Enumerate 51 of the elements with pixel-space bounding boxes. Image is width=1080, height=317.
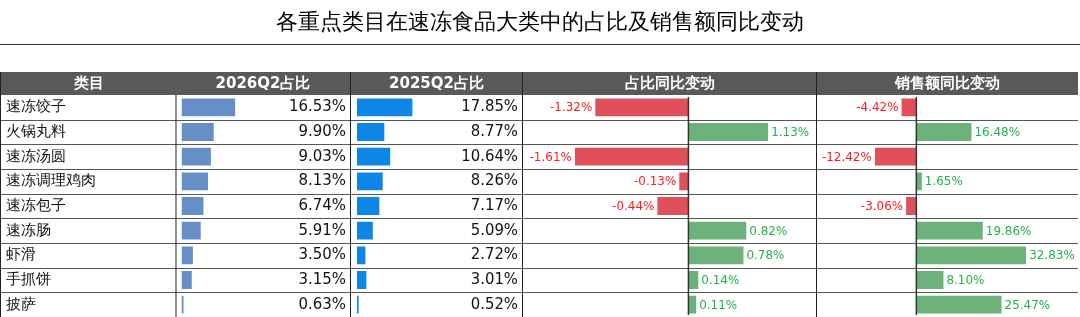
y-tick-label: 速冻包子 (5, 195, 66, 214)
chart-subtitle: 2026Q2占比 (214, 73, 312, 94)
data-label: -4.42% (856, 100, 899, 115)
data-label: 19.86% (985, 223, 1032, 238)
chart-subtitle: 2025Q2占比 (351, 72, 522, 95)
data-label: 7.17% (470, 195, 519, 214)
chart-title: 各重点类目在速冻食品大类中的占比及销售额同比变动 (0, 0, 1080, 45)
data-label: 32.83% (1029, 248, 1075, 263)
data-label: 0.82% (749, 223, 788, 238)
y-tick-label: 虾滑 (5, 245, 36, 264)
data-label: 6.74% (298, 195, 347, 214)
data-label: 8.77% (470, 121, 519, 140)
data-label: -1.32% (550, 100, 593, 115)
chart-subtitle: 占比同比变动 (523, 72, 816, 95)
data-label: 1.65% (924, 174, 963, 189)
data-label: 0.14% (701, 273, 740, 288)
data-label: 25.47% (1004, 297, 1051, 312)
data-label: 3.15% (298, 269, 347, 288)
data-label: 8.13% (298, 171, 347, 190)
data-label: 8.10% (946, 273, 985, 288)
data-label: 5.09% (470, 220, 519, 239)
data-label: 0.63% (298, 294, 347, 313)
chart-subtitle: 销售额同比变动 (817, 72, 1078, 95)
y-tick-label: 披萨 (5, 294, 36, 313)
data-label: 16.53% (289, 97, 347, 116)
data-label: 10.64% (461, 146, 519, 165)
y-tick-label: 速冻汤圆 (5, 146, 66, 165)
data-label: 3.50% (298, 245, 347, 264)
data-label: 2.72% (470, 245, 519, 264)
data-label: 5.91% (298, 220, 347, 239)
data-label: 0.11% (699, 297, 738, 312)
data-label: 3.01% (470, 269, 519, 288)
data-label: -1.61% (529, 149, 572, 164)
y-axis-title: 类目 (72, 73, 105, 94)
data-label: 0.52% (470, 294, 519, 313)
data-label: -12.42% (821, 149, 872, 164)
y-tick-label: 速冻肠 (5, 220, 51, 239)
data-label: -0.13% (633, 174, 677, 189)
y-tick-label: 速冻调理鸡肉 (5, 171, 96, 190)
data-label: 9.90% (298, 121, 347, 140)
data-label: 16.48% (974, 125, 1021, 140)
data-label: 9.03% (298, 146, 347, 165)
y-tick-label: 手抓饼 (5, 269, 51, 288)
data-label: -3.06% (860, 199, 904, 214)
data-label: 0.78% (746, 248, 785, 263)
data-label: 17.85% (461, 97, 519, 116)
data-label: 1.13% (771, 125, 810, 140)
y-tick-label: 速冻饺子 (5, 97, 66, 116)
data-label: 8.26% (470, 171, 519, 190)
data-label: -0.44% (612, 199, 655, 214)
y-tick-label: 火锅丸料 (5, 121, 66, 140)
